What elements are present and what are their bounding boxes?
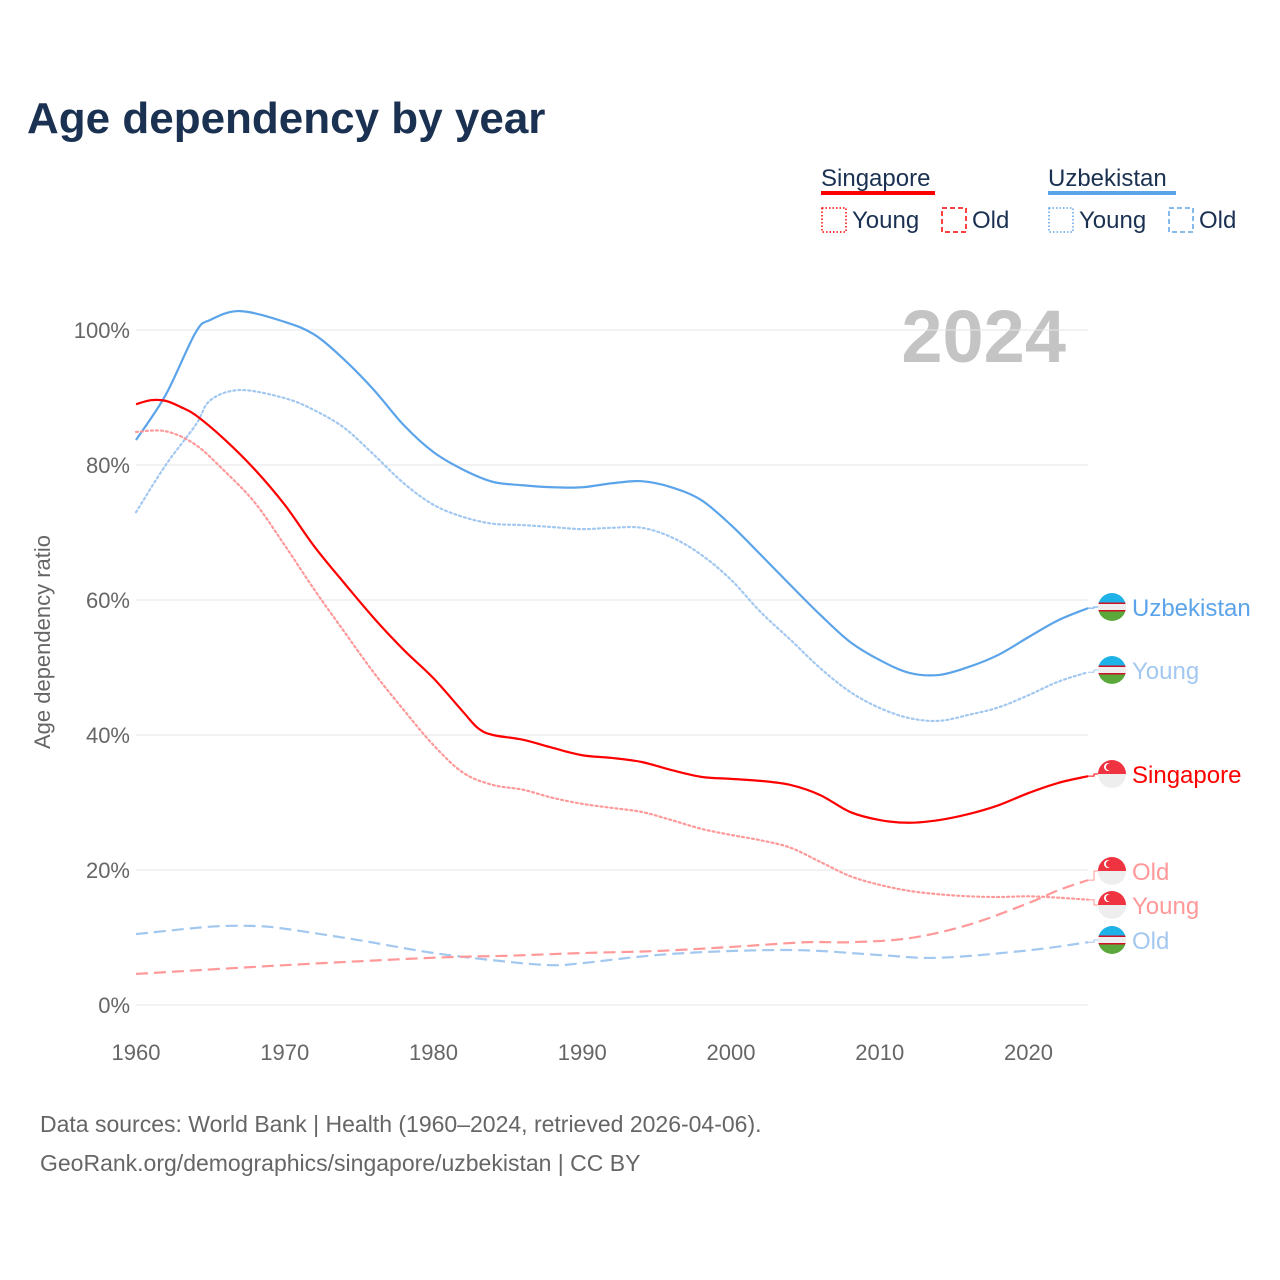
leader-line xyxy=(1088,870,1100,881)
legend-old-label: Old xyxy=(972,207,1009,234)
legend-young-label: Young xyxy=(852,207,919,234)
singapore-flag-icon xyxy=(1098,891,1126,919)
legend-country-label: Singapore xyxy=(821,165,930,192)
end-label-singapore-young: Young xyxy=(1088,891,1199,920)
leader-line xyxy=(1088,606,1100,609)
end-label-text: Young xyxy=(1132,658,1199,685)
legend-young-label: Young xyxy=(1079,207,1146,234)
end-label-uzbekistan-old: Old xyxy=(1088,926,1169,955)
source-line-2[interactable]: GeoRank.org/demographics/singapore/uzbek… xyxy=(40,1150,640,1176)
y-tick-label: 60% xyxy=(86,588,130,613)
series-lines xyxy=(134,309,1090,976)
x-tick-label: 2010 xyxy=(855,1040,904,1065)
end-label-text: Singapore xyxy=(1132,762,1241,789)
year-watermark: 2024 xyxy=(901,295,1066,378)
x-tick-label: 1970 xyxy=(260,1040,309,1065)
legend-young-swatch xyxy=(1048,207,1074,233)
y-axis-label: Age dependency ratio xyxy=(30,535,55,749)
end-label-text: Old xyxy=(1132,859,1169,886)
series-line-singapore-young[interactable] xyxy=(134,429,1090,901)
singapore-flag-icon xyxy=(1098,760,1126,788)
series-line-singapore[interactable] xyxy=(135,398,1089,824)
series-line-singapore-old[interactable] xyxy=(135,879,1089,976)
y-tick-label: 80% xyxy=(86,453,130,478)
x-tick-label: 1960 xyxy=(112,1040,161,1065)
legend-underline xyxy=(821,191,935,195)
leader-line xyxy=(1088,899,1100,906)
legend-young-swatch xyxy=(821,207,847,233)
x-tick-label: 1980 xyxy=(409,1040,458,1065)
end-label-text: Young xyxy=(1132,893,1199,920)
end-label-uzbekistan: Uzbekistan xyxy=(1088,593,1251,622)
y-tick-label: 100% xyxy=(74,318,130,343)
legend-old-swatch xyxy=(941,207,967,233)
x-tick-label: 1990 xyxy=(558,1040,607,1065)
end-label-uzbekistan-young: Young xyxy=(1088,656,1199,685)
y-tick-label: 0% xyxy=(98,993,130,1018)
legend-uzbekistan[interactable]: Uzbekistan Young Old xyxy=(1048,165,1236,234)
x-tick-labels: 1960 1970 1980 1990 2000 2010 2020 xyxy=(112,1040,1053,1065)
series-line-uzbekistan-old[interactable] xyxy=(135,924,1089,967)
uzbekistan-flag-icon xyxy=(1098,656,1126,684)
legend-old-label: Old xyxy=(1199,207,1236,234)
end-label-singapore-old: Old xyxy=(1088,857,1169,886)
end-label-singapore: Singapore xyxy=(1088,760,1241,789)
x-tick-label: 2000 xyxy=(707,1040,756,1065)
x-tick-label: 2020 xyxy=(1004,1040,1053,1065)
end-labels: Uzbekistan Young Singapore Old Young Old xyxy=(1088,593,1251,955)
leader-line xyxy=(1088,669,1100,673)
series-line-uzbekistan[interactable] xyxy=(135,309,1089,677)
leader-line xyxy=(1088,773,1100,777)
chart-title: Age dependency by year xyxy=(27,94,545,143)
series-line-uzbekistan-young[interactable] xyxy=(134,388,1090,723)
end-label-text: Old xyxy=(1132,928,1169,955)
leader-line xyxy=(1088,939,1100,943)
gridlines xyxy=(136,329,1088,1006)
legend-singapore[interactable]: Singapore Young Old xyxy=(821,165,1009,234)
legend-country-label: Uzbekistan xyxy=(1048,165,1167,192)
singapore-flag-icon xyxy=(1098,857,1126,885)
legend: Singapore Young Old Uzbekistan Young Old xyxy=(821,165,1236,234)
y-tick-label: 20% xyxy=(86,858,130,883)
legend-underline xyxy=(1048,191,1176,195)
source-line-1: Data sources: World Bank | Health (1960–… xyxy=(40,1111,762,1137)
uzbekistan-flag-icon xyxy=(1098,926,1126,954)
y-tick-label: 40% xyxy=(86,723,130,748)
uzbekistan-flag-icon xyxy=(1098,593,1126,621)
end-label-text: Uzbekistan xyxy=(1132,595,1251,622)
y-tick-labels: 0% 20% 40% 60% 80% 100% xyxy=(74,318,130,1018)
legend-old-swatch xyxy=(1168,207,1194,233)
